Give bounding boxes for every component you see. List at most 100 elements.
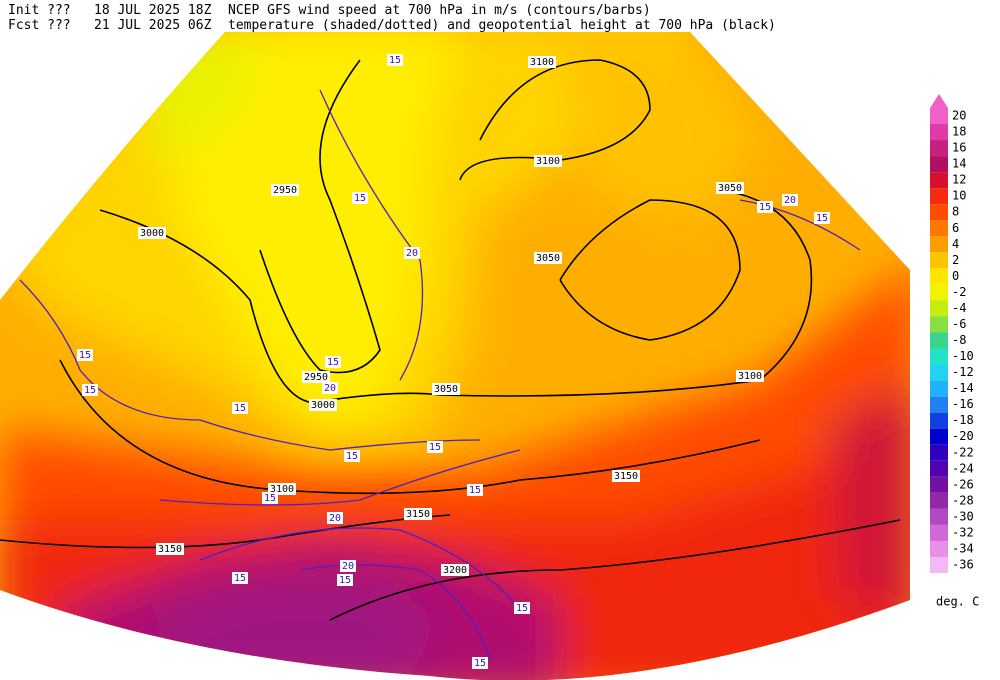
colorbar-label: 14 <box>952 157 966 171</box>
wind-label-box <box>77 349 93 361</box>
height-label: 3050 <box>536 253 560 264</box>
height-label: 3150 <box>614 471 638 482</box>
wind-label: 15 <box>816 213 828 224</box>
height-label-box <box>138 227 166 239</box>
wind-label-box <box>814 212 830 224</box>
wind-label-box <box>757 201 773 213</box>
wind-label: 15 <box>516 603 528 614</box>
wind-label: 15 <box>327 357 339 368</box>
wind-label-box <box>467 484 483 496</box>
wind-label-box <box>344 450 360 462</box>
colorbar-swatch <box>930 428 948 445</box>
colorbar-label: -10 <box>952 349 974 363</box>
colorbar-label: -24 <box>952 461 974 475</box>
wind-label-box <box>337 574 353 586</box>
wind-label-box <box>325 356 341 368</box>
height-label: 3000 <box>311 400 335 411</box>
wind-label-box <box>82 384 98 396</box>
height-label-box <box>534 155 562 167</box>
colorbar-label: -16 <box>952 397 974 411</box>
colorbar-label: 18 <box>952 125 966 139</box>
colorbar-swatch <box>930 220 948 237</box>
wind-label: 20 <box>784 195 796 206</box>
colorbar-arrow <box>930 93 948 108</box>
colorbar-label: -6 <box>952 317 966 331</box>
height-label: 3100 <box>270 484 294 495</box>
colorbar-label: -26 <box>952 477 974 491</box>
title-line-2: temperature (shaded/dotted) and geopoten… <box>228 18 776 33</box>
init-label: Init ??? <box>8 3 71 18</box>
wind-label: 15 <box>84 385 96 396</box>
colorbar-swatch <box>930 364 948 381</box>
colorbar-swatch <box>930 236 948 253</box>
height-label-box <box>612 470 640 482</box>
colorbar-swatch <box>930 476 948 493</box>
wind-contours <box>19 89 861 661</box>
wind-label: 15 <box>234 573 246 584</box>
wind-label: 15 <box>429 442 441 453</box>
colorbar-swatch <box>930 460 948 477</box>
fcst-time: 21 JUL 2025 06Z <box>94 18 212 33</box>
height-label: 3150 <box>158 544 182 555</box>
colorbar-label: -22 <box>952 445 974 459</box>
colorbar-label: -2 <box>952 285 966 299</box>
wind-label: 15 <box>79 350 91 361</box>
height-label-box <box>309 399 337 411</box>
colorbar-swatch <box>930 412 948 429</box>
wind-label-box <box>232 572 248 584</box>
wind-label: 15 <box>474 658 486 669</box>
colorbar-label: -12 <box>952 365 974 379</box>
colorbar-swatch <box>930 107 948 125</box>
wind-label-box <box>322 382 338 394</box>
colorbar-swatch <box>930 540 948 557</box>
height-label-box <box>302 371 330 383</box>
colorbar-label: -34 <box>952 541 974 555</box>
colorbar-label: 2 <box>952 253 959 267</box>
colorbar-label: -30 <box>952 509 974 523</box>
contour-labels: 3100 3100 2950 3000 3050 2950 3000 3050 3100 3150… <box>77 54 830 669</box>
height-label-box <box>441 564 469 576</box>
colorbar-swatch <box>930 172 948 189</box>
colorbar-swatch <box>930 140 948 157</box>
colorbar-swatch <box>930 204 948 221</box>
wind-label-box <box>427 441 443 453</box>
height-label: 3100 <box>536 156 560 167</box>
colorbar: 20181614121086420-2-4-6-8-10-12-14-16-18… <box>930 93 974 574</box>
colorbar-label: 4 <box>952 237 959 251</box>
wind-label: 15 <box>339 575 351 586</box>
wind-label-box <box>387 54 403 66</box>
wind-label-box <box>262 492 278 504</box>
wind-label: 15 <box>354 193 366 204</box>
height-label: 3000 <box>140 228 164 239</box>
colorbar-swatch <box>930 524 948 541</box>
wind-label-box <box>514 602 530 614</box>
colorbar-label: -36 <box>952 558 974 572</box>
colorbar-label: -14 <box>952 381 974 395</box>
wind-label: 15 <box>759 202 771 213</box>
height-label: 3100 <box>738 371 762 382</box>
wind-label: 20 <box>342 561 354 572</box>
height-label-box <box>534 252 562 264</box>
colorbar-label: -32 <box>952 525 974 539</box>
colorbar-label: 0 <box>952 269 959 283</box>
colorbar-label: 20 <box>952 109 966 123</box>
wind-label: 15 <box>469 485 481 496</box>
wind-label-box <box>340 560 356 572</box>
colorbar-swatch <box>930 348 948 365</box>
wind-label: 20 <box>324 383 336 394</box>
wind-label: 20 <box>406 248 418 259</box>
colorbar-swatch <box>930 444 948 461</box>
colorbar-swatch <box>930 492 948 509</box>
wind-label: 15 <box>234 403 246 414</box>
colorbar-label: 6 <box>952 221 959 235</box>
height-label: 3200 <box>443 565 467 576</box>
wind-label: 15 <box>346 451 358 462</box>
colorbar-label: -18 <box>952 413 974 427</box>
colorbar-swatch <box>930 396 948 413</box>
colorbar-swatch <box>930 284 948 301</box>
height-label-box <box>432 383 460 395</box>
wind-label-box <box>232 402 248 414</box>
colorbar-label: -4 <box>952 301 966 315</box>
